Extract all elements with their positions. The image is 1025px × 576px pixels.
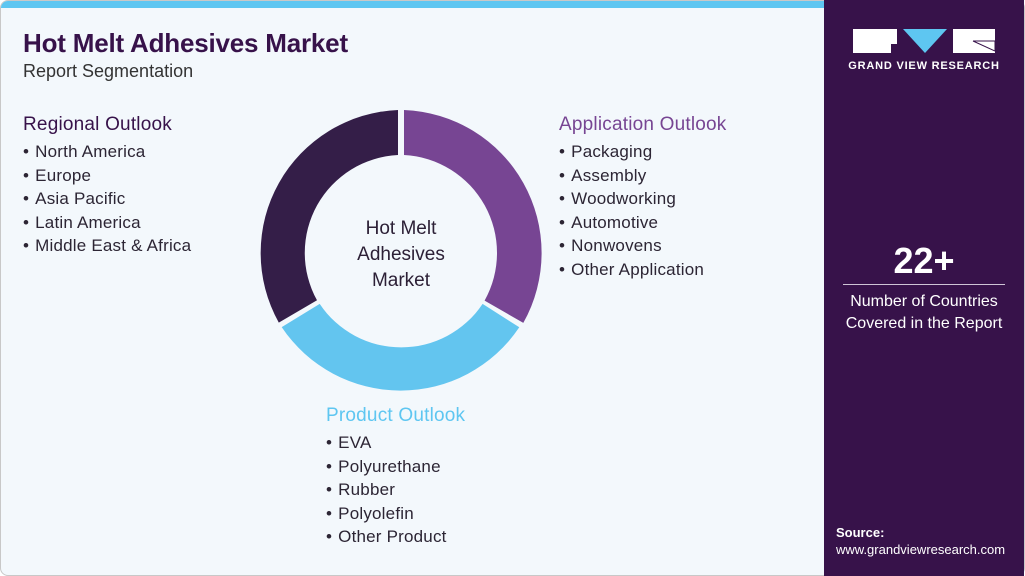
list-item: Other Product [326,525,465,549]
source-link[interactable]: www.grandviewresearch.com [836,542,1006,557]
regional-outlook-section: Regional Outlook North America Europe As… [23,114,191,258]
list-item: Asia Pacific [23,187,191,211]
regional-outlook-list: North America Europe Asia Pacific Latin … [23,140,191,258]
divider [843,284,1005,285]
product-outlook-list: EVA Polyurethane Rubber Polyolefin Other… [326,431,465,549]
donut-slice-application [404,110,542,323]
list-item: Polyurethane [326,455,465,479]
donut-center-label: Hot Melt Adhesives Market [301,216,501,294]
donut-slice-product [281,303,520,391]
application-outlook-title: Application Outlook [559,114,727,135]
list-item: Latin America [23,211,191,235]
list-item: Packaging [559,140,727,164]
donut-slice-regional [260,110,398,323]
grand-view-research-logo-icon [853,29,995,53]
list-item: Rubber [326,478,465,502]
application-outlook-list: Packaging Assembly Woodworking Automotiv… [559,140,727,281]
page-subtitle: Report Segmentation [23,61,194,81]
countries-label: Number of Countries Covered in the Repor… [824,291,1024,335]
logo-text: GRAND VIEW RESEARCH [848,60,1000,72]
center-label-line: Market [371,270,431,291]
list-item: Assembly [559,164,727,188]
regional-outlook-title: Regional Outlook [23,114,172,135]
source-label: Source: [836,525,885,540]
list-item: Polyolefin [326,502,465,526]
sidebar-panel [824,0,1024,576]
product-outlook-title: Product Outlook [326,405,466,426]
list-item: Nonwovens [559,234,727,258]
list-item: EVA [326,431,465,455]
list-item: Woodworking [559,187,727,211]
application-outlook-section: Application Outlook Packaging Assembly W… [559,114,727,281]
list-item: North America [23,140,191,164]
center-label-line: Adhesives [357,244,445,265]
countries-label-line: Covered in the Report [845,315,1003,332]
top-accent-bar [1,1,825,8]
countries-label-line: Number of Countries [850,293,998,310]
list-item: Europe [23,164,191,188]
center-label-line: Hot Melt [365,218,437,239]
list-item: Automotive [559,211,727,235]
page-title: Hot Melt Adhesives Market [23,28,348,58]
product-outlook-section: Product Outlook EVA Polyurethane Rubber … [326,405,465,549]
list-item: Middle East & Africa [23,234,191,258]
segmentation-donut-chart [260,110,542,391]
list-item: Other Application [559,258,727,282]
countries-count: 22+ [893,240,955,281]
